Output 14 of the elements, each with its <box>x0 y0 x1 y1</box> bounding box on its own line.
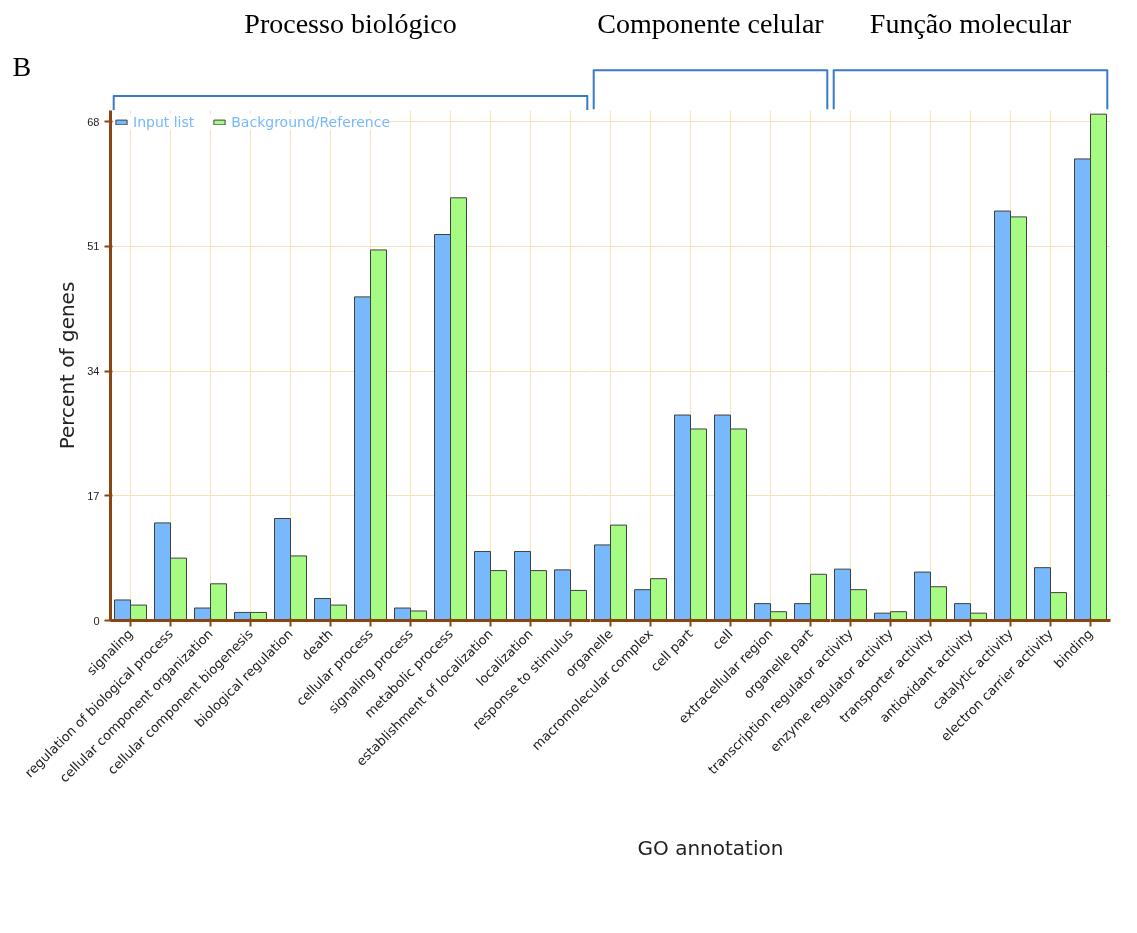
legend-label: Background/Reference <box>231 114 391 130</box>
x-tick-label: cell <box>709 626 736 653</box>
y-axis-title: Percent of genes <box>55 281 80 450</box>
y-tick-label: 0 <box>93 614 100 627</box>
chart-title: Função molecular <box>869 7 1072 39</box>
legend-label: Input list <box>133 114 195 130</box>
y-tick-label: 34 <box>87 365 100 377</box>
text: B <box>12 50 32 82</box>
y-tick-label: 17 <box>87 489 100 502</box>
chart-title: Processo biológico <box>244 7 457 39</box>
chart-title: Componente celular <box>597 7 825 39</box>
x-axis-title: GO annotation <box>637 836 784 861</box>
y-tick-label: 68 <box>87 115 100 128</box>
y-tick-label: 51 <box>87 240 100 253</box>
